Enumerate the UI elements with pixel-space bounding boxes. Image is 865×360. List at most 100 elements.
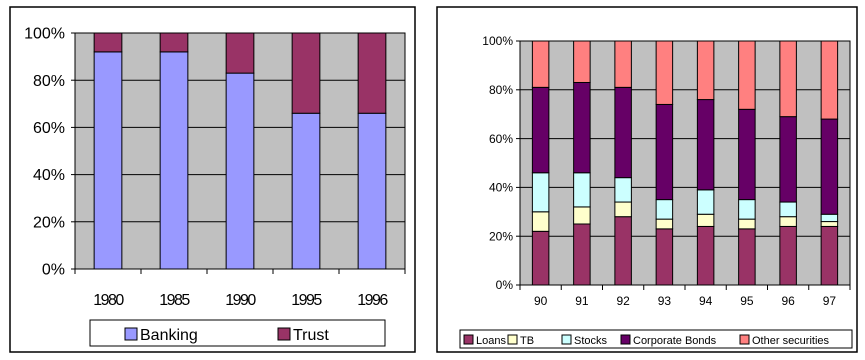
x-tick-label: 95 <box>740 294 754 308</box>
y-tick-label: 0% <box>496 278 514 292</box>
bar-segment-tb <box>531 211 550 232</box>
y-tick-label: 100% <box>24 26 65 43</box>
chart-right-x-tick-labels: 90 91 92 93 94 95 96 97 <box>534 294 836 308</box>
bar-segment-corporate-bonds <box>820 118 839 215</box>
bar-segment-trust <box>225 32 255 74</box>
x-tick-label: 90 <box>534 294 548 308</box>
y-tick-label: 80% <box>33 73 65 90</box>
bar-segment-loans <box>820 225 839 286</box>
bar-segment-other-securities <box>573 40 591 83</box>
bar-segment-loans <box>614 216 632 286</box>
x-tick-label: 93 <box>658 294 672 308</box>
x-tick-label: 1996 <box>357 292 388 309</box>
chart-left-bars <box>93 32 387 270</box>
bar-segment-tb <box>779 216 797 227</box>
legend-swatch <box>561 334 572 345</box>
bar-segment-loans <box>531 230 550 286</box>
bar-segment-other-securities <box>820 40 839 120</box>
y-tick-label: 80% <box>489 83 513 97</box>
bar-segment-corporate-bonds <box>738 108 756 201</box>
x-tick-label: 97 <box>823 294 837 308</box>
bar-segment-other-securities <box>655 40 674 105</box>
legend-swatch <box>277 327 291 341</box>
legend-label: Other securities <box>752 335 830 347</box>
x-tick-label: 94 <box>699 294 713 308</box>
bar-segment-corporate-bonds <box>614 86 632 179</box>
x-tick-label: 1980 <box>93 292 124 309</box>
bar-segment-corporate-bonds <box>696 99 715 191</box>
bar-segment-banking <box>159 51 189 270</box>
bar-segment-trust <box>357 32 387 114</box>
bar-segment-stocks <box>573 172 591 208</box>
bar-segment-banking <box>225 72 255 270</box>
legend-swatch <box>739 334 750 345</box>
x-tick-label: 1995 <box>291 292 322 309</box>
legend-label: Loans <box>476 335 506 347</box>
y-tick-label: 0% <box>42 262 65 279</box>
bar-segment-trust <box>93 32 123 53</box>
bar-segment-corporate-bonds <box>655 103 674 201</box>
chart-right-plot-area <box>519 40 851 286</box>
x-tick-label: 92 <box>616 294 630 308</box>
legend-swatch <box>620 334 631 345</box>
legend-swatch <box>507 334 518 345</box>
chart-left-y-tick-labels: 0% 20% 40% 60% 80% 100% <box>24 26 65 279</box>
bar-segment-stocks <box>738 199 756 220</box>
bar-segment-other-securities <box>779 40 797 118</box>
y-tick-label: 60% <box>489 132 513 146</box>
bar-segment-other-securities <box>738 40 756 110</box>
x-tick-label: 1990 <box>225 292 256 309</box>
x-tick-label: 91 <box>575 294 589 308</box>
legend-label: Banking <box>140 327 198 344</box>
bar-segment-other-securities <box>614 40 632 88</box>
bar-segment-corporate-bonds <box>573 81 591 174</box>
bar-segment-stocks <box>696 189 715 215</box>
bar-segment-stocks <box>531 172 550 213</box>
chart-right-y-tick-labels: 0% 20% 40% 60% 80% 100% <box>482 34 513 292</box>
bar-segment-loans <box>573 223 591 286</box>
x-tick-label: 1985 <box>159 292 190 309</box>
bar-segment-banking <box>357 112 387 270</box>
bar-segment-tb <box>655 218 674 230</box>
bar-segment-loans <box>655 228 674 286</box>
bar-segment-tb <box>614 201 632 218</box>
bar-segment-banking <box>93 51 123 270</box>
legend-swatch <box>124 327 138 341</box>
bar-segment-stocks <box>820 213 839 223</box>
bar-segment-corporate-bonds <box>779 116 797 203</box>
bar-segment-tb <box>573 206 591 225</box>
bar-segment-loans <box>696 225 715 286</box>
chart-right-legend: Loans TB Stocks Corporate Bonds Other securi… <box>463 334 830 347</box>
bar-segment-banking <box>291 112 321 270</box>
chart-left-legend: Banking Trust <box>124 327 329 344</box>
bar-segment-loans <box>779 225 797 286</box>
bar-segment-stocks <box>655 199 674 220</box>
legend-label: TB <box>520 335 534 347</box>
bar-segment-corporate-bonds <box>531 86 550 174</box>
bar-segment-other-securities <box>531 40 550 88</box>
y-tick-label: 20% <box>489 229 513 243</box>
chart-right-legend-box <box>459 329 853 349</box>
y-tick-label: 100% <box>482 34 513 48</box>
legend-label: Stocks <box>574 335 608 347</box>
y-tick-label: 20% <box>33 214 65 231</box>
bar-segment-stocks <box>779 201 797 218</box>
chart-left-legend-box <box>89 319 386 347</box>
bar-segment-tb <box>696 213 715 227</box>
bar-segment-trust <box>159 32 189 53</box>
bar-segment-tb <box>738 218 756 230</box>
y-tick-label: 40% <box>33 167 65 184</box>
x-tick-label: 96 <box>781 294 795 308</box>
legend-swatch <box>463 334 474 345</box>
y-tick-label: 40% <box>489 181 513 195</box>
bar-segment-stocks <box>614 177 632 203</box>
chart-left-x-tick-labels: 1980 1985 1990 1995 1996 <box>93 292 390 309</box>
legend-label: Corporate Bonds <box>633 335 717 347</box>
bar-segment-tb <box>820 221 839 227</box>
bar-segment-loans <box>738 228 756 286</box>
y-tick-label: 60% <box>33 120 65 137</box>
legend-label: Trust <box>293 327 329 344</box>
bar-segment-trust <box>291 32 321 114</box>
chart-right-bars <box>531 40 839 286</box>
